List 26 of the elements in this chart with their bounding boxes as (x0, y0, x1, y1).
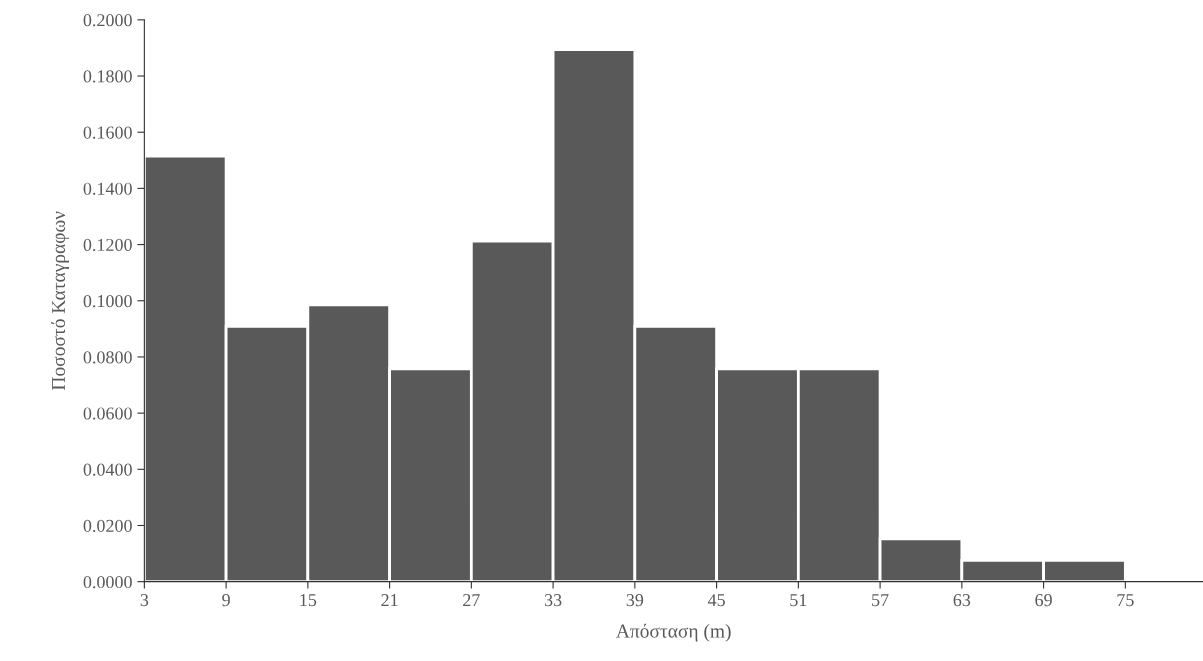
x-tick-label: 39 (626, 594, 644, 607)
y-tick-label: 0.2000 (83, 14, 132, 27)
y-tick-label: 0.0800 (83, 351, 132, 364)
x-tick-label: 33 (544, 594, 562, 607)
y-tick-label: 0.1800 (83, 70, 132, 83)
x-tick-label: 51 (790, 594, 807, 607)
x-tick-label: 9 (222, 594, 230, 607)
x-tick-label: 45 (707, 594, 725, 607)
y-tick-label: 0.0000 (83, 575, 132, 589)
y-tick-label: 0.1200 (83, 238, 132, 252)
x-tick-label: 75 (1117, 594, 1134, 607)
x-tick-label: 63 (953, 594, 971, 607)
x-tick-label: 69 (1035, 594, 1052, 607)
y-tick-label: 0.1000 (83, 295, 132, 308)
x-tick-label: 57 (872, 594, 889, 607)
x-axis-title: Απόσταση (m) (616, 623, 731, 642)
y-tick-label: 0.0200 (83, 519, 132, 533)
x-tick-label: 3 (140, 594, 149, 607)
x-tick-label: 27 (463, 594, 480, 607)
x-tick-label: 15 (300, 594, 317, 607)
y-tick-label: 0.0600 (83, 407, 132, 420)
x-tick-label: 21 (381, 594, 398, 607)
y-tick-label: 0.1600 (83, 126, 132, 139)
y-axis-title: Ποσοστό Καταγραφων (51, 211, 70, 391)
y-tick-label: 0.0400 (83, 463, 132, 476)
y-tick-label: 0.1400 (83, 182, 132, 195)
